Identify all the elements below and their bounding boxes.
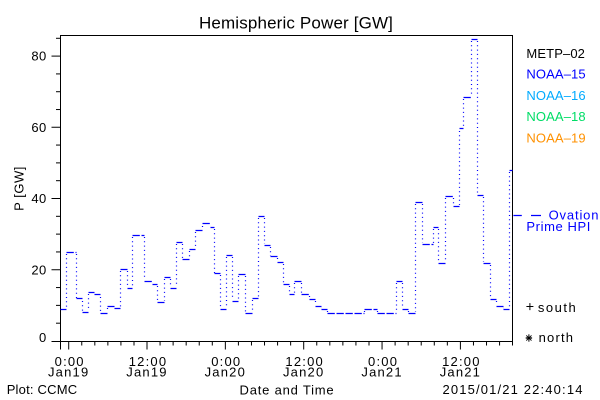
svg-text:0:00: 0:00 [368,354,398,369]
svg-text:Jan20: Jan20 [283,365,324,380]
svg-text:Plot: CCMC: Plot: CCMC [7,382,78,397]
svg-text:12:00: 12:00 [285,354,324,369]
svg-text:NOAA–16: NOAA–16 [526,88,585,103]
svg-text:40: 40 [31,191,46,206]
svg-text:2015/01/21 22:40:14: 2015/01/21 22:40:14 [442,382,583,397]
svg-text:Hemispheric Power [GW]: Hemispheric Power [GW] [199,14,393,33]
svg-text:south: south [538,300,577,315]
svg-text:12:00: 12:00 [442,354,481,369]
svg-text:0:00: 0:00 [211,354,241,369]
svg-text:Jan20: Jan20 [205,365,246,380]
svg-text:Jan19: Jan19 [48,365,89,380]
svg-text:north: north [539,330,575,345]
svg-text:Prime HPI: Prime HPI [526,219,591,234]
svg-text:Jan21: Jan21 [440,365,481,380]
svg-text:20: 20 [31,262,46,277]
svg-text:NOAA–15: NOAA–15 [526,66,585,81]
svg-text:12:00: 12:00 [129,354,168,369]
svg-text:P [GW]: P [GW] [11,166,26,211]
svg-text:Jan19: Jan19 [126,365,167,380]
svg-text:NOAA–18: NOAA–18 [526,109,585,124]
svg-text:80: 80 [31,49,46,64]
svg-text:Ovation: Ovation [549,208,600,223]
svg-text:Jan21: Jan21 [361,365,402,380]
svg-text:60: 60 [31,120,46,135]
svg-text:Date and Time: Date and Time [240,383,335,398]
svg-text:NOAA–19: NOAA–19 [526,130,585,145]
svg-text:METP–02: METP–02 [526,46,585,61]
svg-text:0: 0 [39,330,47,345]
svg-text:0:00: 0:00 [55,354,85,369]
